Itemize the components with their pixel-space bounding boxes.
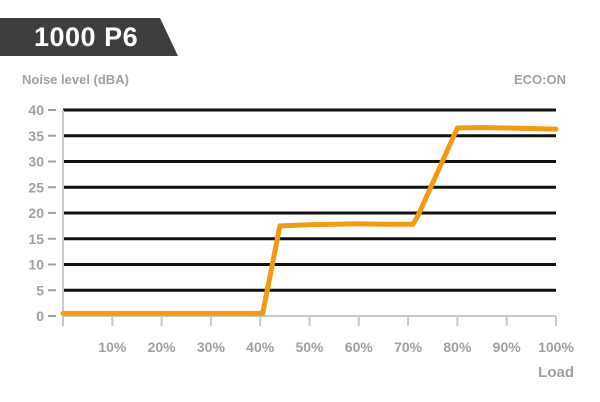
y-tick-label: 40	[28, 102, 44, 118]
title-banner	[0, 18, 178, 56]
y-tick-label: 20	[28, 205, 44, 221]
grid-lines	[63, 108, 556, 292]
axes	[62, 110, 556, 326]
x-tick-label: 40%	[246, 339, 275, 355]
y-tick-label: 0	[36, 308, 44, 324]
x-tick-label: 90%	[493, 339, 522, 355]
x-tick-label: 100%	[538, 339, 574, 355]
x-axis-label: Load	[538, 364, 574, 381]
chart-title: 1000 P6	[34, 22, 139, 52]
x-tick-label: 60%	[345, 339, 374, 355]
y-tick-label: 25	[28, 179, 44, 195]
x-tick-label: 10%	[98, 339, 127, 355]
y-tick-label: 35	[28, 128, 44, 144]
x-tick-label: 20%	[148, 339, 177, 355]
x-tick-label: 70%	[394, 339, 423, 355]
y-tick-label: 15	[28, 231, 44, 247]
y-tick-label: 30	[28, 154, 44, 170]
y-tick-label: 5	[36, 282, 44, 298]
x-tick-label: 30%	[197, 339, 226, 355]
y-tick-label: 10	[28, 257, 44, 273]
x-tick-labels: 10% 20% 30% 40% 50% 60% 70% 80% 90% 100%	[98, 316, 574, 355]
series-lines	[60, 125, 559, 316]
eco-mode-label: ECO:ON	[514, 72, 566, 87]
y-axis-label: Noise level (dBA)	[22, 72, 129, 87]
x-tick-label: 80%	[443, 339, 472, 355]
series-line-0	[60, 125, 559, 316]
x-tick-label: 50%	[295, 339, 324, 355]
y-tick-labels: 0 5 10 15 20 25 30 35 40	[28, 102, 56, 324]
